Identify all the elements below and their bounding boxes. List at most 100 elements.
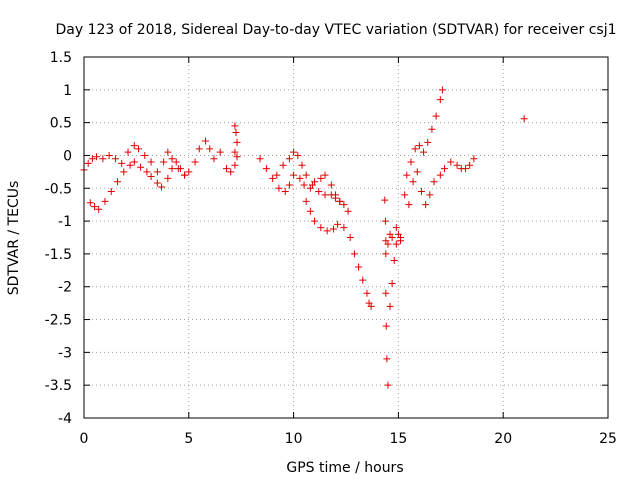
data-point <box>436 171 444 179</box>
data-point <box>84 159 92 167</box>
data-point <box>93 153 101 161</box>
data-point <box>86 199 94 207</box>
data-point <box>273 171 281 179</box>
data-point <box>363 289 371 297</box>
data-point <box>411 145 419 153</box>
data-point <box>317 174 325 182</box>
data-point <box>231 122 239 130</box>
data-point <box>231 148 239 156</box>
data-point <box>130 158 138 166</box>
data-point <box>158 183 166 191</box>
data-point <box>392 240 400 248</box>
series-track-d <box>256 155 352 215</box>
series-track-f <box>302 197 375 310</box>
y-tick-label: -0.5 <box>45 181 72 197</box>
series-isolated <box>520 115 528 123</box>
series-track-g <box>381 196 404 389</box>
data-point <box>130 142 138 150</box>
data-point <box>317 224 325 232</box>
data-point <box>332 194 340 202</box>
series-track-b <box>86 158 189 213</box>
data-point <box>386 302 394 310</box>
data-point <box>327 191 335 199</box>
data-point <box>223 165 231 173</box>
data-point <box>428 125 436 133</box>
data-point <box>436 96 444 104</box>
x-tick-label: 20 <box>494 431 512 447</box>
data-point <box>470 155 478 163</box>
y-tick-label: -2 <box>58 280 72 296</box>
x-tick-label: 25 <box>599 431 617 447</box>
data-point <box>344 207 352 215</box>
data-point <box>308 181 316 189</box>
data-point <box>168 155 176 163</box>
data-marks <box>80 86 528 389</box>
y-tick-label: -2.5 <box>45 313 72 329</box>
data-point <box>206 145 214 153</box>
data-point <box>124 148 132 156</box>
data-point <box>232 128 240 136</box>
data-point <box>143 168 151 176</box>
data-point <box>134 145 142 153</box>
data-point <box>153 179 161 187</box>
data-point <box>90 203 98 211</box>
data-point <box>413 168 421 176</box>
data-point <box>285 155 293 163</box>
data-point <box>233 153 241 161</box>
data-point <box>415 142 423 150</box>
data-point <box>164 174 172 182</box>
data-point <box>269 174 277 182</box>
data-point <box>432 112 440 120</box>
data-point <box>340 201 348 209</box>
data-point <box>107 188 115 196</box>
data-point <box>191 158 199 166</box>
data-point <box>233 138 241 146</box>
data-point <box>296 174 304 182</box>
data-point <box>302 171 310 179</box>
data-point <box>392 224 400 232</box>
data-point <box>315 188 323 196</box>
data-point <box>327 181 335 189</box>
data-point <box>105 151 113 159</box>
grid <box>84 57 608 418</box>
x-axis-label: GPS time / hours <box>286 460 403 476</box>
data-point <box>114 178 122 186</box>
y-tick-label: -1 <box>58 214 72 230</box>
data-point <box>195 145 203 153</box>
data-point <box>382 250 390 258</box>
data-point <box>384 240 392 248</box>
data-point <box>340 224 348 232</box>
data-point <box>101 197 109 205</box>
data-point <box>336 197 344 205</box>
y-tick-label: -3.5 <box>45 378 72 394</box>
data-point <box>118 159 126 167</box>
data-point <box>285 181 293 189</box>
data-point <box>231 161 239 169</box>
y-tick-label: 0 <box>63 148 72 164</box>
data-point <box>306 207 314 215</box>
data-point <box>279 161 287 169</box>
y-tick-label: -3 <box>58 345 72 361</box>
data-point <box>168 165 176 173</box>
data-point <box>95 205 103 213</box>
data-point <box>382 289 390 297</box>
data-point <box>176 165 184 173</box>
data-point <box>438 86 446 94</box>
data-point <box>346 234 354 241</box>
data-point <box>447 158 455 166</box>
data-point <box>329 225 337 233</box>
data-point <box>441 165 449 173</box>
data-point <box>88 155 96 163</box>
data-point <box>99 155 107 163</box>
y-tick-label: 1 <box>63 83 72 99</box>
data-point <box>407 158 415 166</box>
data-point <box>137 163 145 171</box>
data-point <box>334 220 342 228</box>
data-point <box>396 234 404 241</box>
data-point <box>367 302 375 310</box>
data-point <box>202 137 210 145</box>
data-point <box>185 168 193 176</box>
data-point <box>405 201 413 209</box>
data-point <box>381 217 389 225</box>
data-point <box>141 151 149 159</box>
